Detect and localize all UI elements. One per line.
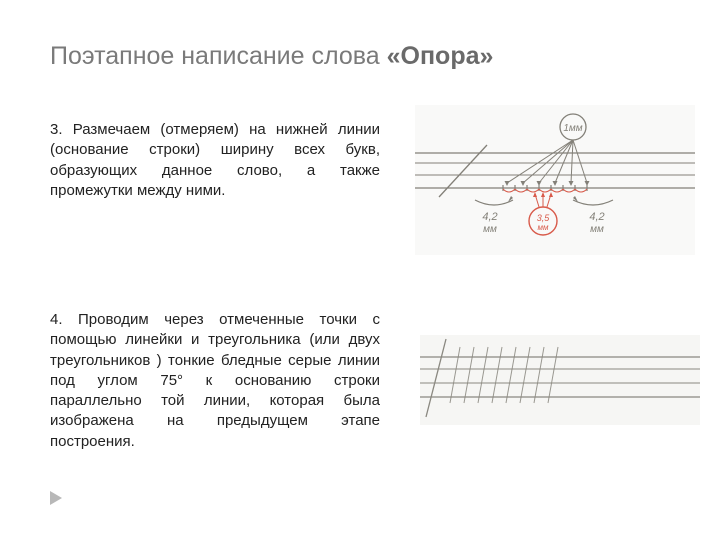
svg-text:4,2: 4,2 — [482, 211, 497, 223]
svg-text:мм: мм — [538, 223, 549, 232]
title-prefix: Поэтапное написание слова — [50, 42, 387, 70]
svg-text:мм: мм — [590, 224, 604, 235]
step3-paragraph: 3. Размечаем (отмеряем) на нижней линии … — [50, 120, 380, 201]
page-title: Поэтапное написание слова «Опора» — [50, 42, 493, 71]
title-word: «Опора» — [387, 42, 494, 70]
page-marker-icon — [50, 491, 64, 510]
svg-text:3,5: 3,5 — [537, 213, 551, 223]
svg-text:4,2: 4,2 — [589, 211, 604, 223]
diagram-step3-svg: 1мм4,2мм4,2мм3,5мм — [415, 105, 695, 255]
diagram-step4 — [420, 335, 700, 425]
svg-text:1мм: 1мм — [563, 123, 582, 134]
diagram-step3: 1мм4,2мм4,2мм3,5мм — [415, 105, 695, 255]
step4-paragraph: 4. Проводим через отмеченные точки с пом… — [50, 310, 380, 452]
diagram-step4-svg — [420, 335, 700, 425]
svg-text:мм: мм — [483, 224, 497, 235]
